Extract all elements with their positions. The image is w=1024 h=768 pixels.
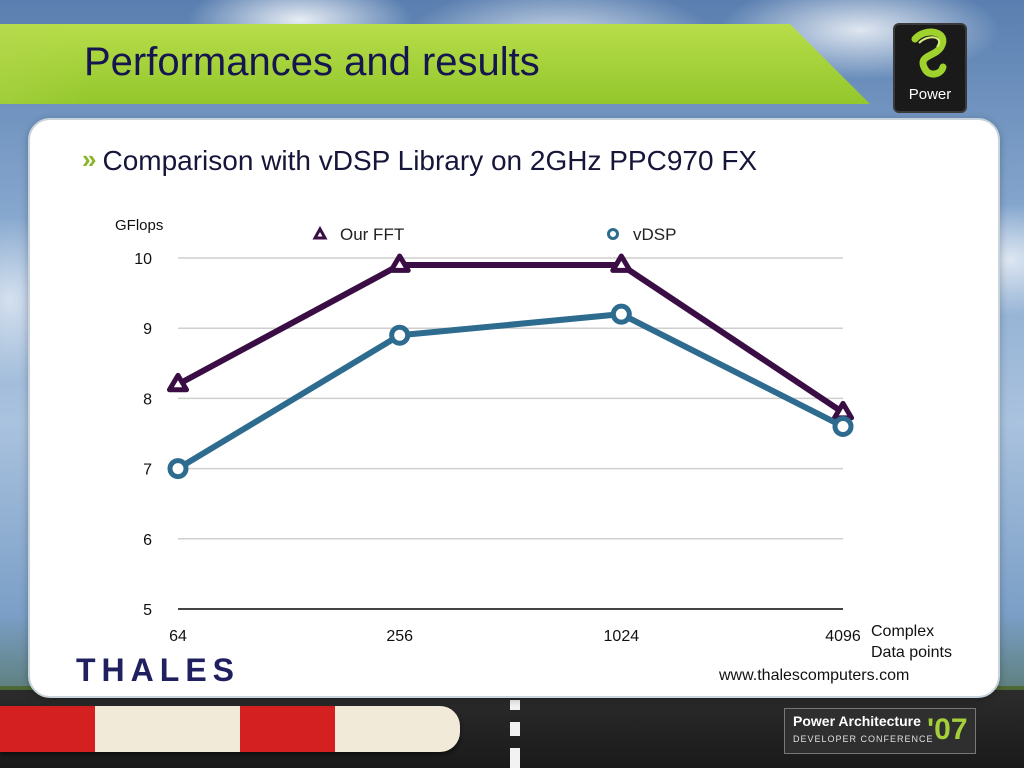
x-tick-label: 64 xyxy=(169,628,187,645)
x-tick-label: 4096 xyxy=(825,628,861,645)
data-point-triangle xyxy=(166,372,190,393)
x-tick-label: 1024 xyxy=(604,628,640,645)
data-point-circle xyxy=(167,458,189,480)
chart-legend: Our FFT vDSP xyxy=(312,225,676,244)
data-point-triangle xyxy=(610,253,633,273)
chart-series xyxy=(166,253,855,480)
y-tick-label: 10 xyxy=(134,251,152,268)
y-tick-label: 6 xyxy=(143,532,152,549)
power-logo-label: Power xyxy=(908,86,952,103)
bullet-text: Comparison with vDSP Library on 2GHz PPC… xyxy=(102,145,758,176)
legend-marker-circle xyxy=(607,228,619,240)
legend-marker-triangle xyxy=(312,225,328,240)
bullet-marker: » xyxy=(82,144,97,174)
title-banner xyxy=(0,24,870,104)
website-url: www.thalescomputers.com xyxy=(719,667,910,684)
power-logo: Power xyxy=(893,23,967,113)
y-tick-label: 7 xyxy=(143,462,152,479)
series-line xyxy=(176,262,845,415)
x-axis-unit-line2: Data points xyxy=(871,644,952,661)
series-vdsp xyxy=(167,303,854,480)
y-tick-label: 8 xyxy=(143,391,152,408)
conference-line2: DEVELOPER CONFERENCE xyxy=(793,734,934,744)
data-point-circle xyxy=(832,415,854,437)
series-our-fft xyxy=(166,253,855,421)
lane-marking xyxy=(510,722,520,736)
y-axis-label: GFlops xyxy=(115,217,163,234)
y-tick-label: 5 xyxy=(143,602,152,619)
y-tick-label: 9 xyxy=(143,321,152,338)
data-point-circle xyxy=(610,303,632,325)
power-swirl-icon xyxy=(911,28,947,78)
slide-title: Performances and results xyxy=(84,40,540,84)
conference-line1: Power Architecture xyxy=(793,713,921,729)
x-tick-label: 256 xyxy=(386,628,413,645)
banner-highlight xyxy=(0,24,90,104)
y-tick-labels: 5 6 7 8 9 10 xyxy=(134,251,152,619)
legend-label: Our FFT xyxy=(340,225,404,244)
data-point-circle xyxy=(389,324,411,346)
chart-grid xyxy=(178,257,843,610)
legend-label: vDSP xyxy=(633,225,676,244)
lane-marking xyxy=(510,748,520,768)
x-tick-labels: 64 256 1024 4096 xyxy=(169,628,861,645)
bullet-item: » Comparison with vDSP Library on 2GHz PP… xyxy=(82,144,757,177)
x-axis-unit-line1: Complex xyxy=(871,623,935,640)
series-line xyxy=(176,311,845,472)
data-point-triangle xyxy=(388,253,411,273)
thales-logo: THALES xyxy=(76,652,240,688)
red-white-barrier xyxy=(0,706,460,752)
x-axis-unit: Complex Data points xyxy=(871,621,952,663)
lane-marking xyxy=(510,700,520,710)
conference-year: '07 xyxy=(927,713,968,746)
conference-badge: Power Architecture DEVELOPER CONFERENCE … xyxy=(784,708,976,754)
